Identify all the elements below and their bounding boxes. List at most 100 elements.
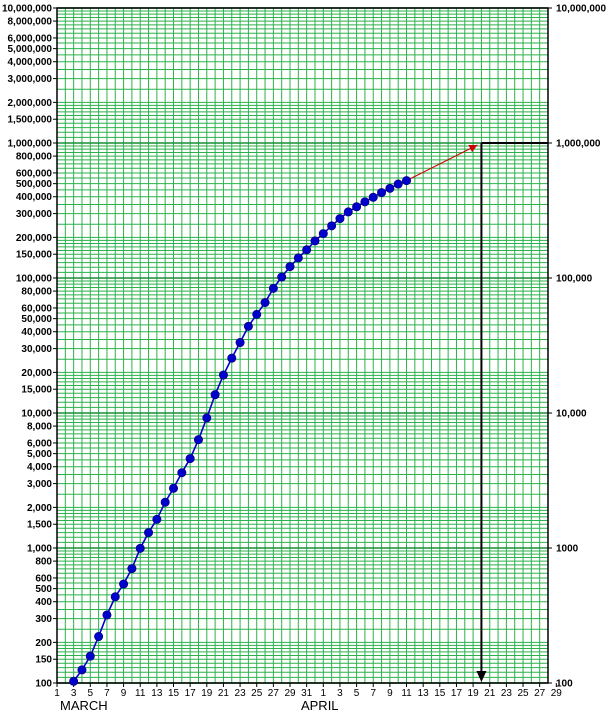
data-point	[235, 338, 245, 348]
guide-lines	[476, 142, 548, 682]
y-tick-label-left: 8,000,000	[8, 17, 53, 28]
y-tick-label-left: 8,000	[27, 422, 52, 433]
data-point	[377, 188, 387, 198]
x-tick-label: 21	[218, 688, 230, 699]
data-point	[335, 214, 345, 224]
guide-arrowhead	[476, 671, 487, 682]
x-tick-label: 19	[201, 688, 213, 699]
x-tick-label: 1	[321, 688, 327, 699]
data-point	[302, 245, 312, 255]
data-point	[243, 321, 253, 331]
data-point	[285, 262, 295, 272]
data-point	[85, 651, 95, 661]
y-tick-label-left: 500	[35, 584, 52, 595]
y-tick-label-right: 1,000,000	[556, 139, 601, 150]
data-point	[160, 497, 170, 507]
data-point	[360, 197, 370, 207]
y-tick-label-left: 3,000	[27, 479, 52, 490]
y-tick-label-left: 30,000	[21, 344, 52, 355]
y-tick-label-right: 1000	[556, 544, 579, 555]
x-tick-label: 11	[401, 688, 412, 699]
y-tick-label-left: 10,000	[21, 409, 52, 420]
y-tick-label-left: 5,000,000	[8, 44, 53, 55]
y-tick-label-left: 1,500,000	[8, 115, 53, 126]
y-tick-label-left: 10,000,000	[2, 4, 52, 15]
month-label-march: MARCH	[60, 698, 108, 713]
x-tick-label: 17	[185, 688, 197, 699]
y-tick-label-right: 100,000	[556, 274, 593, 285]
y-tick-label-left: 60,000	[21, 303, 52, 314]
data-point	[110, 592, 120, 602]
y-tick-label-left: 1,500	[27, 520, 52, 531]
x-tick-label: 13	[151, 688, 163, 699]
grid	[56, 7, 549, 684]
projection-line	[406, 144, 478, 182]
data-point	[218, 370, 228, 380]
data-point	[185, 454, 195, 464]
data-point	[352, 202, 362, 212]
y-tick-label-left: 80,000	[21, 287, 52, 298]
data-point	[177, 468, 187, 478]
y-tick-label-left: 6,000	[27, 438, 52, 449]
x-tick-label: 9	[387, 688, 393, 699]
y-tick-label-left: 5,000	[27, 449, 52, 460]
x-tick-label: 27	[534, 688, 546, 699]
data-point	[343, 207, 353, 217]
x-tick-label: 5	[354, 688, 360, 699]
y-tick-label-left: 20,000	[21, 368, 52, 379]
y-tick-label-left: 4,000	[27, 462, 52, 473]
data-point	[127, 564, 137, 574]
data-point	[94, 632, 104, 642]
x-tick-label: 7	[104, 688, 110, 699]
data-point	[310, 236, 320, 246]
data-point	[227, 353, 237, 363]
y-tick-label-left: 2,000	[27, 503, 52, 514]
x-tick-label: 29	[551, 688, 563, 699]
series-layer	[69, 144, 478, 686]
y-tick-label-left: 1,000,000	[8, 139, 53, 150]
x-tick-label: 27	[268, 688, 280, 699]
y-tick-label-left: 40,000	[21, 327, 52, 338]
data-point	[193, 435, 203, 445]
y-tick-label-left: 400	[35, 597, 52, 608]
data-point	[327, 221, 337, 231]
x-tick-label: 11	[135, 688, 146, 699]
x-tick-label: 23	[235, 688, 247, 699]
x-tick-label: 29	[284, 688, 296, 699]
data-point	[135, 543, 145, 553]
data-point	[77, 665, 87, 675]
y-tick-label-right: 10,000,000	[556, 4, 606, 15]
data-point	[202, 413, 212, 423]
x-tick-label: 7	[370, 688, 376, 699]
x-tick-label: 15	[434, 688, 446, 699]
y-tick-label-right: 100	[556, 679, 573, 690]
x-tick-label: 21	[484, 688, 496, 699]
x-tick-label: 23	[501, 688, 513, 699]
y-tick-label-left: 800	[35, 557, 52, 568]
data-point	[393, 179, 403, 189]
data-point	[268, 283, 278, 293]
x-tick-label: 31	[301, 688, 313, 699]
y-tick-label-left: 50,000	[21, 314, 52, 325]
x-tick-label: 9	[121, 688, 127, 699]
month-label-april: APRIL	[301, 698, 339, 713]
y-tick-label-left: 400,000	[16, 192, 53, 203]
x-tick-label: 25	[517, 688, 529, 699]
data-point	[210, 390, 220, 400]
y-tick-label-left: 100,000	[16, 274, 53, 285]
data-point	[69, 676, 79, 686]
x-tick-label: 19	[468, 688, 480, 699]
y-tick-label-right: 10,000	[556, 409, 587, 420]
y-tick-label-left: 15,000	[21, 385, 52, 396]
y-tick-label-left: 500,000	[16, 179, 53, 190]
y-tick-label-left: 300,000	[16, 209, 53, 220]
x-tick-label: 25	[251, 688, 263, 699]
y-tick-label-left: 150	[35, 655, 52, 666]
y-tick-label-left: 2,000,000	[8, 98, 53, 109]
data-point	[102, 610, 112, 620]
data-point	[318, 229, 328, 239]
data-point	[169, 483, 179, 493]
data-point	[277, 272, 287, 282]
